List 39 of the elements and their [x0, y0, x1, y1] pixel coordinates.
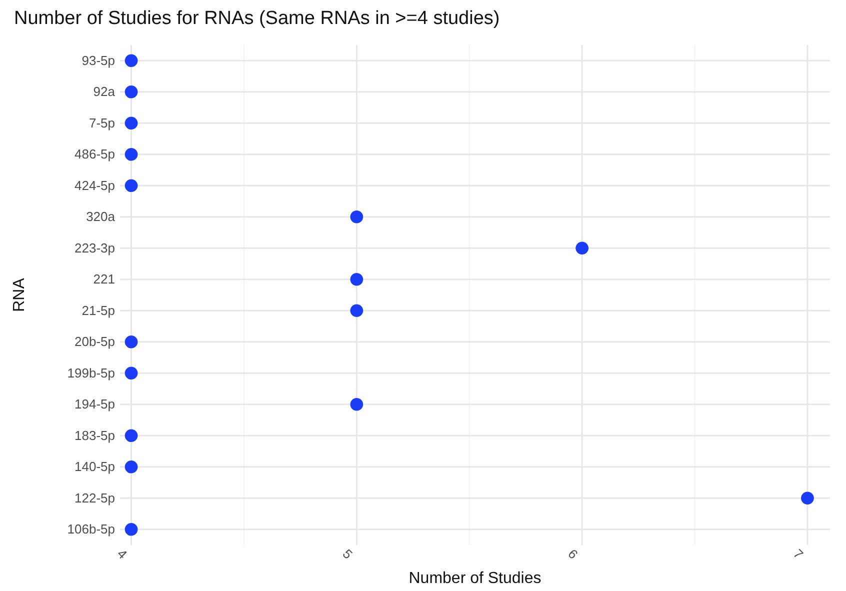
point [124, 179, 138, 192]
y-tick-label: 199b-5p [67, 365, 115, 380]
x-tick-label: 7 [790, 546, 806, 562]
point [124, 54, 138, 68]
point [801, 492, 814, 505]
point [124, 335, 138, 348]
chart-title: Number of Studies for RNAs (Same RNAs in >=4 studies) [14, 8, 500, 29]
y-tick-label: 20b-5p [74, 334, 115, 350]
point [124, 366, 138, 380]
point [350, 304, 364, 318]
point [350, 398, 364, 411]
y-tick-label: 92a [93, 84, 116, 100]
point [124, 85, 138, 98]
point [350, 272, 364, 286]
y-axis-title: RNA [11, 278, 28, 312]
point [124, 429, 138, 442]
y-tick-label: 93-5p [82, 52, 115, 68]
y-tick-label: 221 [93, 272, 115, 287]
y-tick-label: 194-5p [74, 396, 115, 412]
point [576, 242, 588, 255]
x-axis-title: Number of Studies [408, 570, 542, 587]
point [124, 148, 138, 161]
x-tick-label: 4 [114, 546, 130, 562]
x-tick-label: 6 [565, 546, 581, 562]
y-tick-label: 486-5p [74, 146, 115, 162]
y-tick-label: 183-5p [74, 428, 115, 443]
y-tick-label: 140-5p [74, 459, 115, 474]
y-tick-label: 424-5p [74, 178, 115, 193]
point [124, 522, 138, 536]
x-tick-label: 5 [340, 546, 356, 562]
y-tick-label: 7-5p [88, 115, 115, 130]
y-tick-label: 21-5p [82, 302, 115, 318]
point [124, 116, 138, 130]
y-tick-label: 122-5p [74, 490, 115, 506]
y-tick-label: 223-3p [74, 240, 115, 256]
y-tick-label: 320a [86, 209, 116, 224]
point [124, 460, 138, 474]
point [350, 210, 364, 224]
y-tick-label: 106b-5p [67, 522, 115, 537]
